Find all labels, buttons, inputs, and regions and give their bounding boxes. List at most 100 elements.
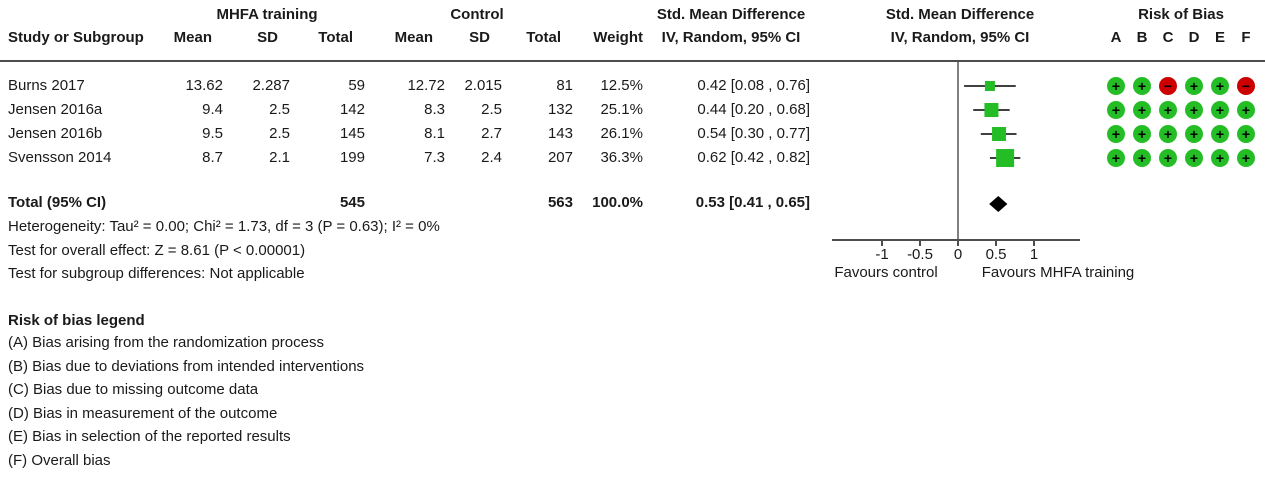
ci-value: 0.44 [0.20 , 0.68] (697, 101, 810, 118)
effect-square (996, 149, 1015, 167)
favours-left-label: Favours control (834, 264, 937, 281)
total-row-label: Total (95% CI) (8, 194, 107, 211)
rob-legend-title: Risk of bias legend (8, 312, 145, 329)
rob-letter-f: F (1241, 29, 1251, 46)
effect-square (992, 127, 1007, 141)
axis-tick-label: 0.5 (986, 246, 1007, 263)
mean-control: 7.3 (424, 149, 445, 166)
total-n-mhfa: 545 (339, 194, 365, 211)
sd-mhfa: 2.5 (269, 125, 290, 142)
col-header-total-mhfa: Total (318, 29, 353, 46)
effect-square (984, 81, 995, 91)
total-control: 132 (547, 101, 573, 118)
total-control: 207 (547, 149, 573, 166)
rob-circle: + (1237, 101, 1255, 119)
total-control: 81 (556, 77, 573, 94)
axis-tick-label: 0 (954, 246, 962, 263)
rob-letter-e: E (1214, 29, 1226, 46)
sd-mhfa: 2.5 (269, 101, 290, 118)
rob-circle: + (1107, 149, 1125, 167)
rob-letter-d: D (1188, 29, 1200, 46)
total-mhfa: 59 (348, 77, 365, 94)
rob-circle: + (1211, 101, 1229, 119)
col-header-weight: Weight (593, 29, 643, 46)
rob-circle: + (1185, 77, 1203, 95)
rob-circle: + (1211, 77, 1229, 95)
total-control: 143 (547, 125, 573, 142)
rob-circle: + (1237, 125, 1255, 143)
subgroup-test-text: Test for subgroup differences: Not appli… (8, 265, 305, 282)
weight-value: 36.3% (600, 149, 643, 166)
smd-plot-col-title: Std. Mean Difference (885, 6, 1035, 23)
rob-legend-item-f: (F) Overall bias (8, 452, 111, 469)
rob-circle: + (1185, 125, 1203, 143)
study-name: Jensen 2016b (8, 125, 103, 142)
mean-mhfa: 9.5 (202, 125, 223, 142)
rob-circle: + (1159, 149, 1177, 167)
rob-legend-item-b: (B) Bias due to deviations from intended… (8, 358, 365, 375)
total-weight: 100.0% (592, 194, 643, 211)
rob-letter-a: A (1110, 29, 1122, 46)
smd-text-col-title: Std. Mean Difference (656, 6, 806, 23)
group-header-mhfa: MHFA training (216, 6, 318, 23)
rob-circle: + (1211, 149, 1229, 167)
sd-control: 2.4 (481, 149, 502, 166)
overall-effect-text: Test for overall effect: Z = 8.61 (P < 0… (8, 242, 306, 259)
mean-mhfa: 8.7 (202, 149, 223, 166)
rob-circle: + (1211, 125, 1229, 143)
rob-letter-c: C (1162, 29, 1174, 46)
study-name: Burns 2017 (8, 77, 85, 94)
col-header-sd-control: SD (469, 29, 490, 46)
total-mhfa: 145 (339, 125, 365, 142)
weight-value: 12.5% (600, 77, 643, 94)
col-header-mean-mhfa: Mean (173, 29, 212, 46)
rob-circle: + (1133, 101, 1151, 119)
col-header-ci-text: IV, Random, 95% CI (661, 29, 801, 46)
total-mhfa: 199 (339, 149, 365, 166)
rob-circle: + (1159, 101, 1177, 119)
risk-of-bias-title: Risk of Bias (1138, 6, 1224, 23)
rob-circle: + (1133, 125, 1151, 143)
rob-circle: + (1107, 125, 1125, 143)
rob-circle: + (1185, 101, 1203, 119)
col-header-mean-control: Mean (394, 29, 433, 46)
total-mhfa: 142 (339, 101, 365, 118)
sd-control: 2.7 (481, 125, 502, 142)
weight-value: 25.1% (600, 101, 643, 118)
rob-legend-item-a: (A) Bias arising from the randomization … (8, 334, 324, 351)
ci-value: 0.54 [0.30 , 0.77] (697, 125, 810, 142)
mean-control: 8.1 (424, 125, 445, 142)
effect-square (984, 103, 999, 117)
mean-control: 12.72 (407, 77, 445, 94)
rob-circle: + (1237, 149, 1255, 167)
axis-tick-label: 1 (1030, 246, 1038, 263)
ci-value: 0.62 [0.42 , 0.82] (697, 149, 810, 166)
ci-value: 0.42 [0.08 , 0.76] (697, 77, 810, 94)
rob-circle: + (1159, 125, 1177, 143)
rob-circle: + (1133, 77, 1151, 95)
mean-mhfa: 9.4 (202, 101, 223, 118)
heterogeneity-text: Heterogeneity: Tau² = 0.00; Chi² = 1.73,… (8, 218, 440, 235)
rob-circle: + (1107, 77, 1125, 95)
total-ci-value: 0.53 [0.41 , 0.65] (695, 194, 810, 211)
col-header-ci-plot: IV, Random, 95% CI (890, 29, 1030, 46)
rob-circle: + (1107, 101, 1125, 119)
rob-circle: + (1133, 149, 1151, 167)
study-name: Svensson 2014 (8, 149, 112, 166)
rob-circle: + (1185, 149, 1203, 167)
sd-mhfa: 2.287 (252, 77, 290, 94)
rob-circle: − (1159, 77, 1177, 95)
axis-tick-label: -1 (875, 246, 888, 263)
mean-control: 8.3 (424, 101, 445, 118)
col-header-total-control: Total (526, 29, 561, 46)
mean-mhfa: 13.62 (185, 77, 223, 94)
rob-letter-b: B (1136, 29, 1148, 46)
header-divider (0, 60, 1265, 62)
favours-right-label: Favours MHFA training (982, 264, 1135, 281)
sd-mhfa: 2.1 (269, 149, 290, 166)
group-header-control: Control (450, 6, 504, 23)
axis-tick-label: -0.5 (907, 246, 933, 263)
col-header-sd-mhfa: SD (257, 29, 278, 46)
sd-control: 2.5 (481, 101, 502, 118)
